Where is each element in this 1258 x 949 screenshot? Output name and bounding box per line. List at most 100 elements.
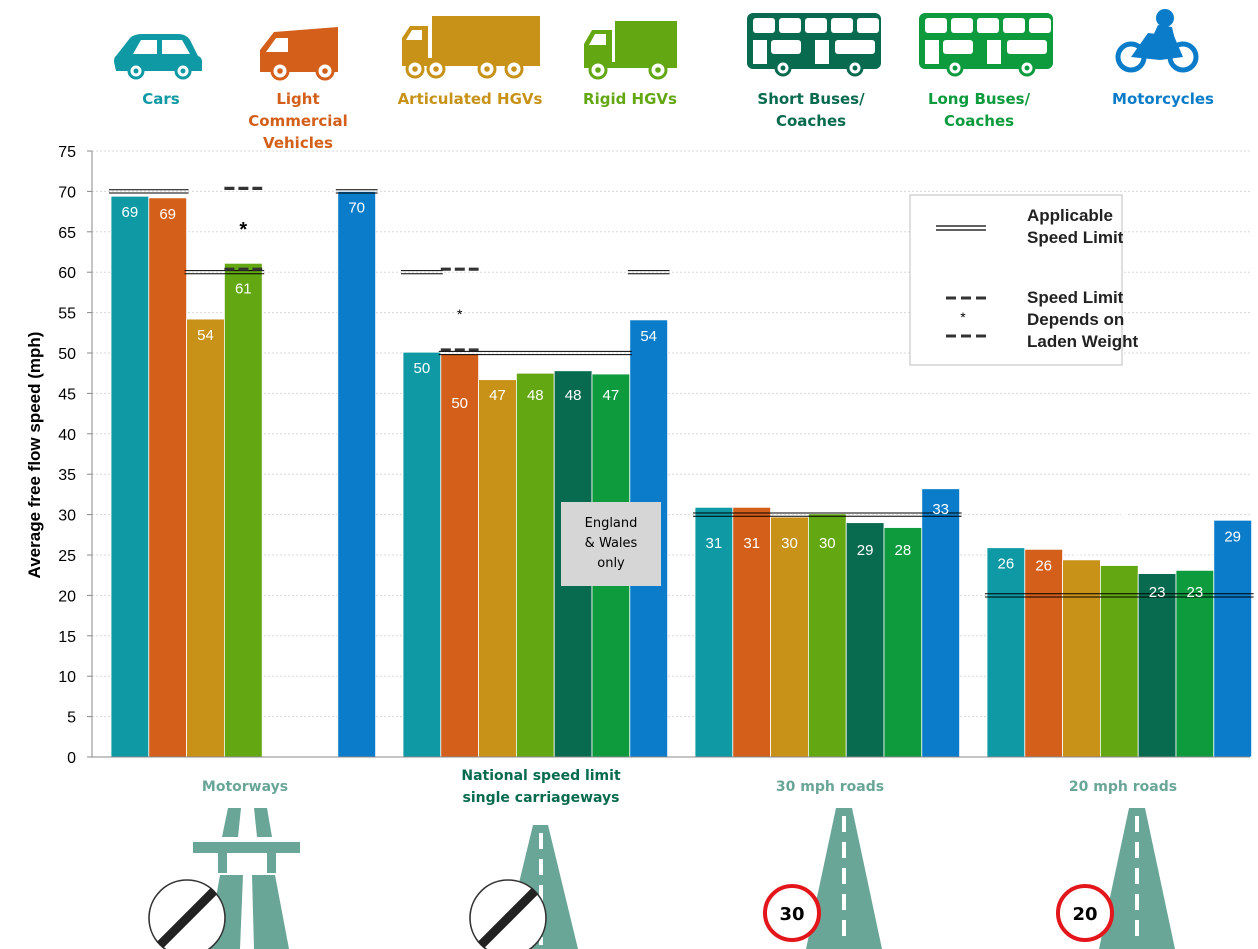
- y-axis-label: Average free flow speed (mph): [25, 332, 44, 579]
- helmet: [1156, 9, 1174, 27]
- legend: Applicable Speed Limit * Speed Limit Depen…: [909, 194, 1138, 366]
- value-label: 29: [1224, 528, 1241, 545]
- thirty-mph-road-icon: 30: [763, 808, 882, 949]
- hub: [595, 67, 601, 73]
- road-type-label: National speed limit single carriageways: [461, 768, 621, 806]
- note-line: & Wales: [585, 536, 638, 551]
- hub: [655, 67, 661, 73]
- road-type-label: 30 mph roads: [776, 779, 884, 795]
- bar-rigid: [223, 262, 263, 758]
- legend-line: Laden Weight: [1027, 332, 1138, 351]
- y-tick-label: 40: [58, 427, 76, 444]
- y-tick-label: 5: [67, 710, 76, 727]
- road-type-labels: Motorways National speed limit single carr…: [202, 768, 1177, 806]
- road-type-label-line: National speed limit: [461, 768, 621, 784]
- bar-rigid: [516, 372, 555, 758]
- vehicle-labels: Cars Light Commercial Vehicles Articulated H…: [142, 90, 1214, 152]
- bus-window-upper: [1029, 18, 1051, 33]
- bus-window-upper: [857, 18, 879, 33]
- value-label: 26: [1035, 557, 1052, 574]
- vehicle-label-lcv-line: Light: [276, 90, 319, 108]
- value-label: 48: [527, 387, 544, 404]
- value-label: 50: [451, 395, 468, 412]
- motorway-sign-icon: [148, 808, 300, 949]
- y-tick-label: 30: [58, 508, 76, 525]
- hub: [322, 68, 328, 74]
- value-label: 48: [565, 387, 582, 404]
- hub: [180, 68, 186, 74]
- car-icon: [114, 34, 202, 80]
- bus-window-upper: [951, 18, 973, 33]
- bar-short_bus: [1137, 573, 1177, 758]
- twenty-mph-road-icon: 20: [1056, 808, 1175, 949]
- y-tick-label: 65: [58, 225, 76, 242]
- long-bus-icon: [919, 13, 1053, 77]
- hub: [852, 65, 858, 71]
- note-line: only: [597, 556, 625, 571]
- hub: [780, 65, 786, 71]
- hub: [1024, 65, 1030, 71]
- cab-window: [406, 30, 422, 40]
- road-type-label-line: 20 mph roads: [1069, 779, 1177, 795]
- hub: [133, 68, 139, 74]
- value-labels: 69 69 54 61 70 50 50 47 48 48 47 54 31 31 30 30 29 28 33 26…: [122, 199, 1241, 601]
- vehicle-label-long_bus: Long Buses/Coaches: [928, 90, 1031, 130]
- bus-door: [925, 40, 939, 64]
- bus-window-upper: [753, 18, 775, 33]
- asterisk: *: [457, 306, 463, 322]
- value-label: 24: [1111, 504, 1128, 521]
- legend-line: Applicable: [1027, 206, 1113, 225]
- bar-artic: [478, 379, 517, 758]
- bar-lcv: [148, 197, 188, 758]
- legend-solid-label: Applicable Speed Limit: [1027, 206, 1124, 247]
- value-label: 50: [414, 360, 431, 377]
- motorcycle-icon: [1115, 9, 1199, 73]
- value-label: 28: [895, 542, 912, 559]
- national-limit-road-icon: [469, 825, 578, 949]
- y-tick-label: 55: [58, 306, 76, 323]
- note-box: England & Wales only: [561, 502, 661, 586]
- hub: [412, 66, 418, 72]
- thirty-sign-text: 30: [779, 904, 804, 925]
- vehicle-label-short_bus: Short Buses/Coaches: [757, 90, 865, 130]
- chassis: [612, 62, 677, 68]
- value-label: 47: [489, 387, 506, 404]
- bus-window-lower: [835, 40, 875, 54]
- bar-long_bus: [1175, 569, 1215, 758]
- bar-artic: [186, 318, 225, 758]
- hub: [511, 66, 517, 72]
- value-label: 23: [1187, 584, 1204, 601]
- bus-window-upper: [831, 18, 853, 33]
- speed-limit-lines: **: [109, 186, 1254, 598]
- value-label: 26: [998, 556, 1015, 573]
- bus-window-lower: [1007, 40, 1047, 54]
- hub: [433, 66, 439, 72]
- road-type-label-line: Motorways: [202, 779, 288, 795]
- trailer: [432, 16, 540, 60]
- note-text: England & Wales only: [585, 516, 638, 571]
- vehicle-label-artic-line: Articulated HGVs: [398, 90, 543, 108]
- vehicle-label-lcv-line: Vehicles: [263, 134, 333, 152]
- bar-lcv: [1024, 548, 1064, 758]
- van-window: [266, 38, 288, 52]
- bus-door: [753, 40, 767, 64]
- bar-long_bus: [883, 527, 923, 758]
- bar-motorcycles: [921, 488, 960, 758]
- box: [615, 21, 677, 66]
- legend-line: Speed Limit: [1027, 228, 1124, 247]
- bar-cars: [110, 195, 150, 758]
- road-type-label: Motorways: [202, 779, 288, 795]
- vehicle-label-lcv: Light Commercial Vehicles: [248, 90, 347, 152]
- rider: [1152, 25, 1176, 48]
- y-tick-label: 35: [58, 467, 76, 484]
- vehicle-label-motorcycles-line: Motorcycles: [1112, 90, 1214, 108]
- articulated-truck-icon: [402, 16, 540, 79]
- vehicle-label-rigid: Rigid HGVs: [583, 90, 677, 108]
- value-label: 70: [348, 199, 365, 216]
- road-type-label-line: single carriageways: [462, 790, 619, 806]
- car-window: [133, 40, 190, 54]
- bar-lcv: [440, 353, 479, 758]
- vehicle-label-rigid-line: Rigid HGVs: [583, 90, 677, 108]
- y-axis: 0 5 10 15 20 25 30 35 40 45 50 55 60 65 70 75: [58, 144, 1250, 767]
- road-type-label: 20 mph roads: [1069, 779, 1177, 795]
